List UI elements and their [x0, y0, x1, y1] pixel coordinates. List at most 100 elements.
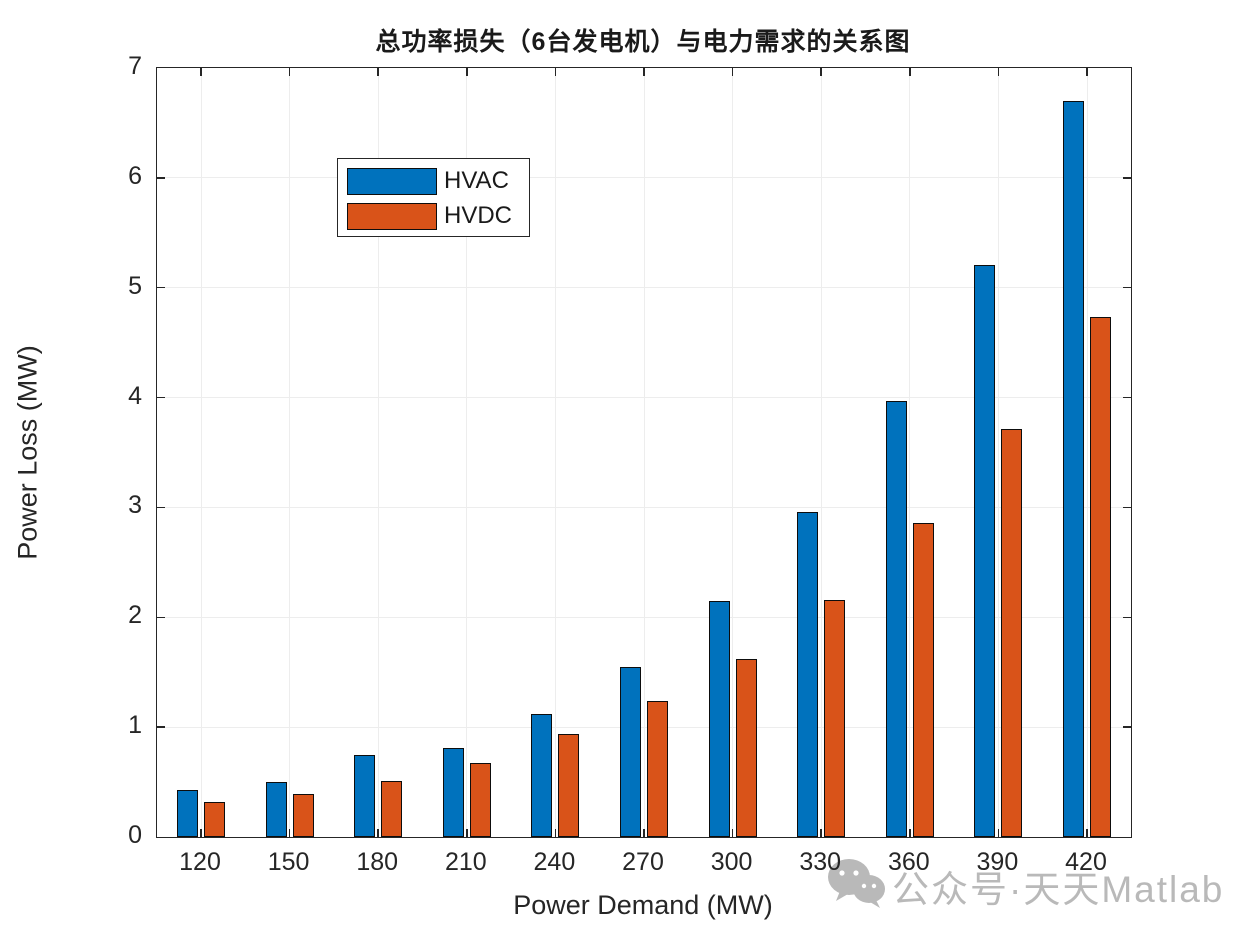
gridline-vertical [289, 68, 291, 837]
bar-hvdc-360 [912, 522, 934, 837]
x-tick [288, 68, 291, 76]
bar-hvdc-270 [647, 700, 668, 837]
bar-hvdc-120 [204, 801, 225, 837]
x-tick-label: 420 [1065, 848, 1107, 876]
gridline-vertical [643, 68, 645, 837]
watermark: 公众号·天天Matlab [826, 856, 1224, 915]
bar-hvac-180 [354, 754, 376, 837]
x-tick [731, 829, 734, 837]
bar-hvdc-240 [558, 733, 580, 837]
x-tick-label: 270 [622, 848, 664, 876]
gridline-vertical [377, 68, 379, 837]
bar-hvac-150 [265, 782, 287, 837]
gridline-horizontal [157, 397, 1131, 399]
y-tick [1123, 506, 1131, 509]
gridline-vertical [1086, 68, 1088, 837]
y-tick-label: 0 [128, 821, 142, 849]
y-tick-label: 3 [128, 491, 142, 520]
x-axis-title: Power Demand (MW) [513, 890, 773, 920]
y-tick-label: 2 [128, 601, 142, 630]
wechat-icon [826, 856, 886, 915]
bar-hvac-210 [442, 748, 464, 837]
bar-hvac-300 [708, 600, 730, 837]
bar-hvac-120 [177, 789, 198, 837]
gridline-horizontal [157, 287, 1131, 289]
bar-hvdc-180 [381, 780, 403, 837]
x-tick-label: 210 [444, 848, 487, 876]
bar-hvac-360 [885, 400, 907, 837]
y-tick [157, 396, 165, 399]
x-tick [200, 829, 202, 837]
y-tick [1123, 726, 1131, 728]
bar-hvdc-300 [735, 659, 757, 837]
x-tick-label: 300 [710, 848, 753, 876]
gridline-vertical [554, 68, 556, 837]
x-tick-label: 330 [799, 848, 842, 876]
y-tick [1123, 616, 1131, 619]
x-tick [466, 829, 468, 837]
x-tick [1086, 68, 1088, 76]
y-tick [157, 726, 165, 728]
x-tick-label: 150 [267, 848, 310, 876]
x-tick-label: 360 [887, 848, 930, 876]
bar-hvac-270 [620, 666, 641, 837]
bar-hvac-390 [974, 264, 996, 837]
gridline-vertical [732, 68, 734, 837]
y-tick [1123, 286, 1131, 289]
bar-hvdc-390 [1001, 429, 1023, 837]
x-tick [377, 68, 379, 76]
chart-title: 总功率损失（6台发电机）与电力需求的关系图 [375, 28, 911, 56]
bar-hvac-330 [797, 511, 819, 837]
legend-label-hvdc: HVDC [444, 202, 513, 229]
legend-swatch-hvac [347, 167, 437, 195]
y-tick-label: 1 [128, 711, 142, 740]
x-tick-label: 390 [976, 848, 1019, 876]
bar-hvdc-210 [469, 763, 491, 837]
gridline-vertical [997, 68, 999, 837]
y-tick-label: 7 [128, 52, 142, 80]
x-tick [1086, 829, 1088, 837]
legend-label-hvac: HVAC [444, 167, 509, 194]
gridline-horizontal [157, 726, 1131, 728]
legend-item-hvdc: HVDC [347, 202, 512, 230]
gridline-vertical [820, 68, 822, 837]
x-tick [997, 829, 1000, 837]
gridline-horizontal [157, 506, 1131, 508]
gridline-horizontal [157, 177, 1131, 179]
y-tick [157, 286, 165, 289]
legend-item-hvac: HVAC [347, 167, 509, 195]
x-tick [554, 829, 557, 837]
x-tick [820, 68, 822, 76]
x-tick [466, 68, 468, 76]
x-tick-label: 240 [533, 848, 576, 876]
bar-hvac-240 [531, 713, 553, 837]
x-tick [909, 68, 911, 76]
bar-hvac-420 [1063, 100, 1084, 837]
x-tick [997, 68, 1000, 76]
gridline-horizontal [157, 616, 1131, 618]
x-tick [377, 829, 379, 837]
y-tick [1123, 396, 1131, 399]
gridline-vertical [466, 68, 468, 837]
gridline-vertical [909, 68, 911, 837]
watermark-text: 公众号·天天Matlab [892, 868, 1225, 910]
bar-hvdc-150 [292, 794, 314, 837]
legend: HVAC HVDC [337, 158, 530, 237]
bar-hvdc-420 [1090, 317, 1111, 837]
x-tick-label: 180 [356, 848, 399, 876]
y-tick [157, 506, 165, 509]
x-tick [820, 829, 822, 837]
legend-swatch-hvdc [347, 202, 437, 230]
x-tick [731, 68, 734, 76]
y-tick-label: 6 [128, 161, 142, 190]
x-tick-label: 120 [179, 848, 221, 876]
y-tick [157, 616, 165, 619]
y-axis-title: Power Loss (MW) [12, 345, 43, 560]
plot-area: HVAC HVDC [156, 67, 1132, 838]
x-tick [643, 829, 645, 837]
y-tick-label: 4 [128, 381, 142, 410]
x-tick [200, 68, 202, 76]
y-tick-label: 5 [128, 271, 142, 300]
x-tick [288, 829, 291, 837]
